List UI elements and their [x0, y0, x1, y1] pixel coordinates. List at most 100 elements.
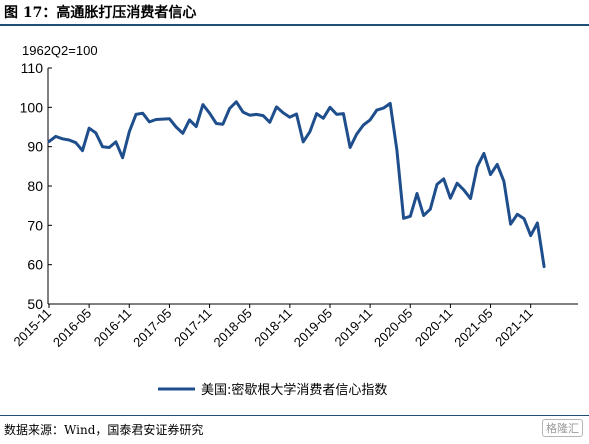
- x-tick-label: 2018-05: [210, 306, 254, 350]
- data-point: [249, 114, 251, 116]
- y-tick-label: 60: [27, 257, 43, 273]
- x-tick-label: 2016-05: [50, 306, 94, 350]
- data-point: [456, 182, 458, 184]
- y-tick-label: 90: [27, 139, 43, 155]
- data-point: [443, 178, 445, 180]
- data-point: [101, 146, 104, 148]
- data-point: [423, 214, 425, 217]
- data-point: [108, 146, 110, 149]
- data-point: [202, 104, 204, 106]
- data-point: [336, 113, 338, 115]
- x-tick-label: 2018-11: [251, 306, 295, 350]
- data-point: [523, 218, 525, 220]
- x-tick-label: 2019-05: [291, 306, 335, 350]
- data-point: [295, 113, 298, 115]
- data-point: [342, 113, 344, 115]
- data-point: [195, 126, 197, 128]
- data-point: [175, 126, 177, 128]
- data-point: [242, 111, 244, 113]
- data-point: [81, 150, 84, 152]
- x-tick-label: 2019-11: [332, 306, 376, 350]
- data-point: [148, 121, 150, 123]
- data-point: [95, 132, 97, 134]
- data-point: [229, 107, 231, 110]
- data-point: [188, 119, 191, 121]
- x-tick-label: 2020-05: [371, 306, 415, 350]
- x-tick-label: 2016-11: [91, 306, 135, 350]
- data-point: [349, 146, 351, 149]
- x-tick-label: 2021-05: [451, 306, 495, 350]
- x-tick-label: 2020-11: [412, 306, 456, 350]
- data-point: [282, 112, 284, 114]
- data-point: [536, 222, 539, 224]
- data-point: [496, 163, 498, 165]
- series-group: [47, 100, 546, 269]
- title-divider: [0, 24, 589, 26]
- legend: 美国:密歇根大学消费者信心指数: [158, 382, 387, 398]
- figure-title: 图 17：高通胀打压消费者信心: [4, 5, 197, 21]
- data-point: [302, 141, 304, 143]
- data-point: [469, 198, 472, 200]
- data-point: [382, 107, 385, 109]
- data-point: [510, 223, 512, 225]
- data-point: [389, 102, 391, 104]
- data-point: [88, 127, 90, 129]
- watermark-logo: 格隆汇: [542, 419, 583, 437]
- data-point: [135, 113, 137, 115]
- data-point: [403, 217, 405, 219]
- data-point: [516, 213, 518, 215]
- data-point: [309, 131, 311, 133]
- x-axis-ticks: 2015-112016-052016-112017-052017-112018-…: [10, 304, 536, 350]
- data-point: [68, 139, 70, 141]
- y-axis-ticks: 50 60 70 80 90 100 110: [20, 60, 52, 312]
- data-point: [376, 109, 378, 111]
- data-point: [356, 133, 358, 135]
- data-point: [463, 189, 465, 191]
- data-point: [396, 149, 398, 151]
- data-point: [289, 116, 291, 118]
- y-tick-label: 110: [21, 60, 44, 76]
- x-tick-label: 2017-11: [171, 306, 215, 350]
- data-point: [215, 122, 217, 125]
- data-point: [162, 118, 164, 120]
- series-line: [47, 100, 546, 269]
- source-note: 数据来源：Wind，国泰君安证券研究: [4, 423, 204, 437]
- data-point: [122, 157, 124, 159]
- axes: [47, 68, 578, 305]
- data-point: [543, 266, 545, 268]
- data-point: [436, 183, 438, 185]
- data-point: [429, 208, 431, 210]
- data-point: [322, 117, 324, 119]
- source-divider: [0, 415, 589, 416]
- data-point: [329, 106, 331, 108]
- data-point: [222, 123, 224, 125]
- data-point: [409, 215, 411, 217]
- data-point: [168, 118, 170, 120]
- legend-label: 美国:密歇根大学消费者信心指数: [201, 382, 387, 398]
- data-point: [483, 152, 485, 154]
- data-point: [275, 106, 278, 108]
- y-tick-label: 100: [20, 99, 44, 115]
- data-point: [489, 174, 492, 176]
- x-tick-label: 2015-11: [10, 306, 54, 350]
- x-tick-label: 2021-11: [492, 306, 536, 350]
- x-tick-label: 2017-05: [130, 306, 174, 350]
- data-point: [362, 124, 364, 126]
- data-point: [262, 115, 264, 117]
- data-point: [316, 113, 318, 115]
- data-point: [269, 121, 271, 123]
- data-point: [48, 141, 50, 143]
- data-point: [155, 118, 157, 121]
- y-axis-unit-label: 1962Q2=100: [22, 43, 98, 58]
- data-point: [115, 141, 117, 143]
- data-point: [55, 135, 57, 137]
- data-point: [369, 119, 371, 121]
- data-point: [255, 113, 257, 115]
- data-point: [530, 235, 532, 237]
- data-point: [416, 192, 418, 195]
- data-point: [75, 142, 77, 144]
- data-point: [61, 138, 64, 140]
- y-tick-label: 80: [27, 178, 43, 194]
- data-point: [142, 112, 144, 114]
